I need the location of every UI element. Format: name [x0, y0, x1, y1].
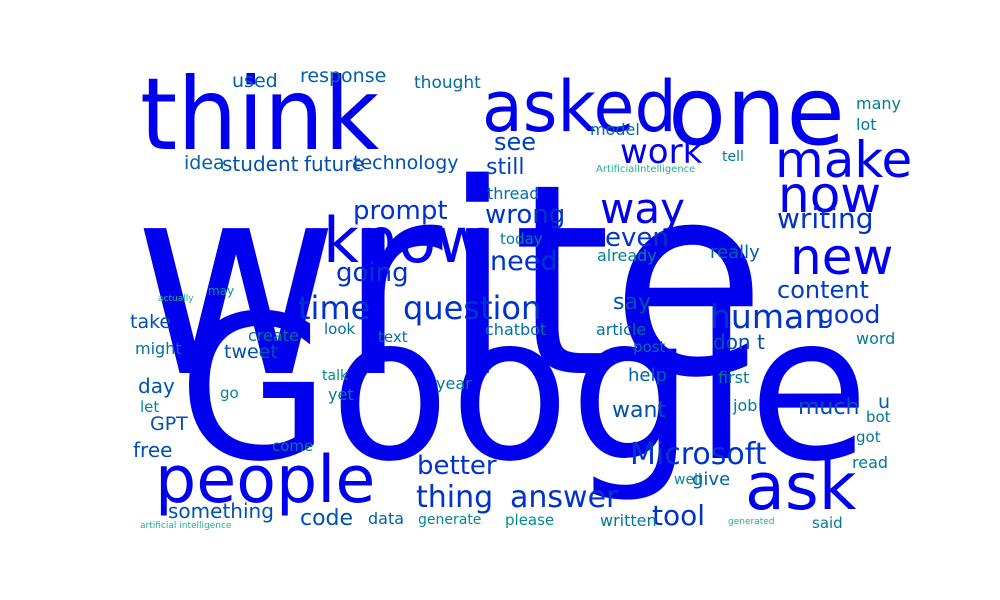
word-good: good — [818, 300, 881, 329]
word-write: write — [133, 128, 766, 436]
word-idea: idea — [184, 152, 225, 174]
word-content: content — [777, 276, 869, 304]
word-look: look — [324, 320, 356, 338]
word-got: got — [856, 428, 881, 446]
word-say: say — [613, 290, 651, 315]
word-something: something — [168, 499, 274, 523]
word-want: want — [612, 398, 667, 423]
word-even: even — [605, 223, 669, 253]
word-way: way — [600, 184, 685, 233]
word-writing: writing — [777, 202, 874, 235]
word-new: new — [790, 228, 894, 286]
word-first: first — [718, 368, 750, 387]
word-thread: thread — [487, 184, 540, 203]
word-don-t: don t — [713, 330, 765, 354]
word-technology: technology — [353, 152, 459, 174]
word-student: student — [222, 152, 299, 176]
word-let: let — [140, 398, 160, 416]
word-microsoft: Microsoft — [630, 437, 767, 472]
word-still: still — [486, 155, 525, 180]
word-word: word — [856, 329, 896, 348]
word-u: u — [878, 391, 891, 413]
word-artificialintelligence: ArtificialIntelligence — [596, 164, 696, 175]
word-written: written — [600, 511, 657, 530]
word-article: article — [596, 320, 647, 339]
word-job: job — [733, 396, 758, 415]
word-human: human — [710, 297, 826, 336]
word-people: people — [155, 443, 376, 518]
word-google: Google — [178, 273, 870, 506]
word-model: model — [590, 120, 640, 139]
word-tell: tell — [722, 149, 744, 165]
word-artificial-intelligence: artificial intelligence — [140, 521, 232, 531]
word-much: much — [798, 395, 860, 420]
word-code: code — [300, 506, 354, 531]
word-talk: talk — [322, 368, 349, 384]
word-well: well — [674, 472, 702, 488]
word-lot: lot — [856, 115, 877, 134]
word-already: already — [597, 246, 657, 265]
word-one: one — [668, 57, 845, 167]
word-tool: tool — [652, 499, 706, 532]
word-generate: generate — [418, 512, 482, 528]
word-please: please — [505, 511, 555, 529]
word-ask: ask — [745, 450, 857, 525]
word-many: many — [856, 94, 901, 113]
word-gpt: GPT — [150, 413, 188, 435]
word-generated: generated — [728, 517, 775, 527]
word-create: create — [248, 326, 299, 345]
word-today: today — [500, 230, 543, 248]
word-question: question — [403, 289, 542, 327]
word-work: work — [620, 132, 703, 172]
word-thought: thought — [414, 73, 481, 93]
word-text: text — [378, 328, 408, 346]
word-thing: thing — [416, 480, 494, 515]
word-answer: answer — [510, 480, 619, 515]
word-see: see — [494, 128, 537, 156]
word-tweet: tweet — [224, 341, 278, 363]
word-give: give — [692, 469, 731, 490]
word-know: know — [323, 204, 487, 277]
word-day: day — [138, 374, 175, 398]
word-post: post — [633, 338, 666, 356]
word-bot: bot — [866, 408, 891, 426]
word-take: take — [130, 311, 172, 333]
word-now: now — [778, 166, 882, 224]
word-yet: yet — [328, 385, 354, 404]
word-going: going — [336, 258, 409, 288]
word-free: free — [133, 438, 173, 462]
word-read: read — [852, 453, 889, 472]
word-may: may — [208, 284, 235, 298]
word-data: data — [368, 509, 405, 528]
word-time: time — [298, 289, 371, 327]
word-prompt: prompt — [353, 196, 448, 226]
word-wrong: wrong — [485, 200, 566, 230]
word-need: need — [490, 246, 558, 277]
word-really: really — [710, 242, 760, 263]
word-go: go — [220, 384, 239, 402]
word-actually: actually — [158, 294, 194, 304]
word-better: better — [417, 451, 497, 481]
word-future: future — [304, 152, 365, 176]
word-chatbot: chatbot — [485, 320, 547, 339]
word-used: used — [232, 70, 278, 92]
word-think: think — [140, 56, 380, 173]
word-said: said — [812, 514, 843, 532]
word-might: might — [135, 339, 182, 358]
word-help: help — [628, 365, 667, 386]
word-make: make — [775, 131, 913, 189]
word-year: year — [436, 374, 472, 393]
word-come: come — [272, 437, 314, 455]
word-response: response — [300, 65, 387, 87]
word-asked: asked — [482, 66, 677, 148]
